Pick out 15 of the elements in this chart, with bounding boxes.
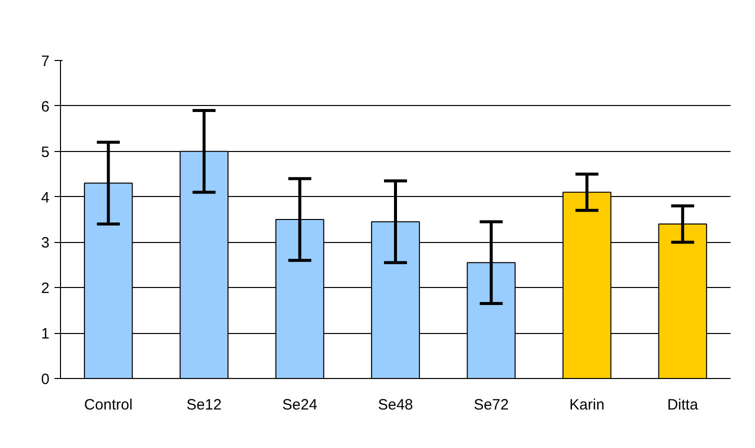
y-tick-label: 2 (41, 280, 50, 298)
y-tick-label: 6 (41, 98, 50, 116)
x-tick-label: Se48 (378, 396, 414, 414)
y-tick-label: 1 (41, 326, 50, 343)
y-tick-label: 0 (41, 371, 50, 388)
y-tick-label: 4 (41, 189, 50, 206)
x-tick-label: Ditta (667, 396, 699, 414)
x-tick-label: Se12 (186, 396, 222, 414)
x-tick-label: Se24 (282, 396, 318, 414)
x-tick-label: Control (84, 396, 133, 414)
x-tick-label: Karin (569, 396, 604, 414)
y-tick-label: 3 (41, 234, 50, 252)
y-tick-label: 5 (41, 144, 50, 161)
y-tick-label: 7 (41, 53, 50, 70)
x-tick-label: Se72 (474, 396, 509, 414)
